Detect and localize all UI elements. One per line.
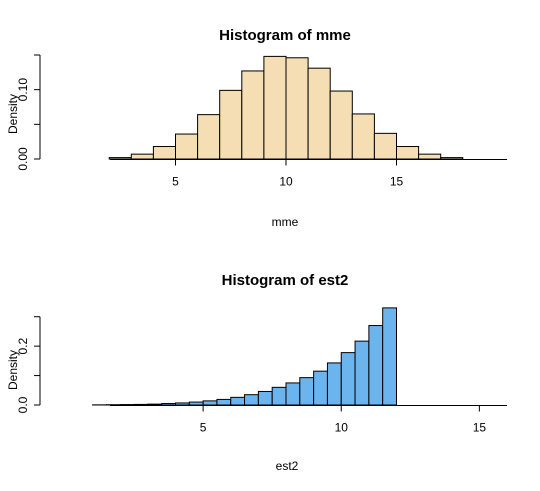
mme-bar [329,90,353,160]
mme-bar [351,113,375,160]
est2-bar [257,390,273,406]
est2-bar [161,403,177,406]
est2-y-axis: 0.0 0.2 [16,316,41,413]
est2-bar [271,386,287,406]
mme-chart-title: Histogram of mme [219,27,351,44]
mme-bar [307,67,331,160]
est2-bar [133,403,149,406]
est2-y-tick-label: 0.0 [16,396,30,413]
est2-bar [326,362,342,406]
est2-bar [244,394,259,406]
est2-x-axis-label: est2 [276,459,299,473]
est2-bar [175,402,190,406]
mme-histogram-panel: Histogram of mme 5 10 15 0.00 0.10 mme Dens… [6,27,507,229]
mme-bar [152,146,176,160]
est2-bars [92,307,398,406]
mme-bar [130,153,154,160]
mme-bar [175,133,199,160]
mme-bar [285,57,309,160]
mme-bar [197,114,221,160]
mme-y-axis-label: Density [6,94,20,134]
est2-bar [354,340,370,406]
mme-bar [440,157,464,160]
mme-bar [108,157,132,160]
mme-bar [418,153,442,160]
mme-y-tick-label: 0.10 [16,78,30,102]
est2-x-tick-label: 5 [200,421,207,435]
est2-bar [382,307,398,406]
est2-histogram-panel: Histogram of est2 5 10 15 0.0 0.2 est2 Dens… [6,272,507,473]
est2-bar [299,377,315,406]
est2-y-tick-label: 0.2 [16,337,30,354]
mme-bar [373,132,397,160]
mme-bar [396,146,420,160]
est2-x-tick-label: 10 [335,421,349,435]
mme-x-tick-label: 5 [172,175,179,189]
mme-x-tick-label: 10 [279,175,293,189]
est2-bar [202,400,218,406]
est2-bar [216,398,232,406]
est2-bar [147,403,163,406]
est2-y-axis-label: Density [6,350,20,390]
est2-bar [368,325,384,406]
est2-chart-title: Histogram of est2 [222,272,349,289]
mme-x-axis: 5 10 15 [110,159,507,189]
est2-bar [230,396,246,406]
est2-x-tick-label: 15 [473,421,487,435]
est2-bar [285,382,301,406]
mme-bar [263,55,287,160]
est2-x-axis: 5 10 15 [110,405,507,435]
mme-bar [241,70,265,160]
est2-bar [340,352,356,406]
mme-x-tick-label: 15 [390,175,404,189]
est2-bar [188,401,204,406]
mme-bars [108,55,464,160]
mme-y-axis: 0.00 0.10 [16,54,41,171]
mme-y-tick-label: 0.00 [16,147,30,171]
mme-bar [219,89,243,160]
mme-x-axis-label: mme [272,215,299,229]
est2-bar [313,370,328,406]
